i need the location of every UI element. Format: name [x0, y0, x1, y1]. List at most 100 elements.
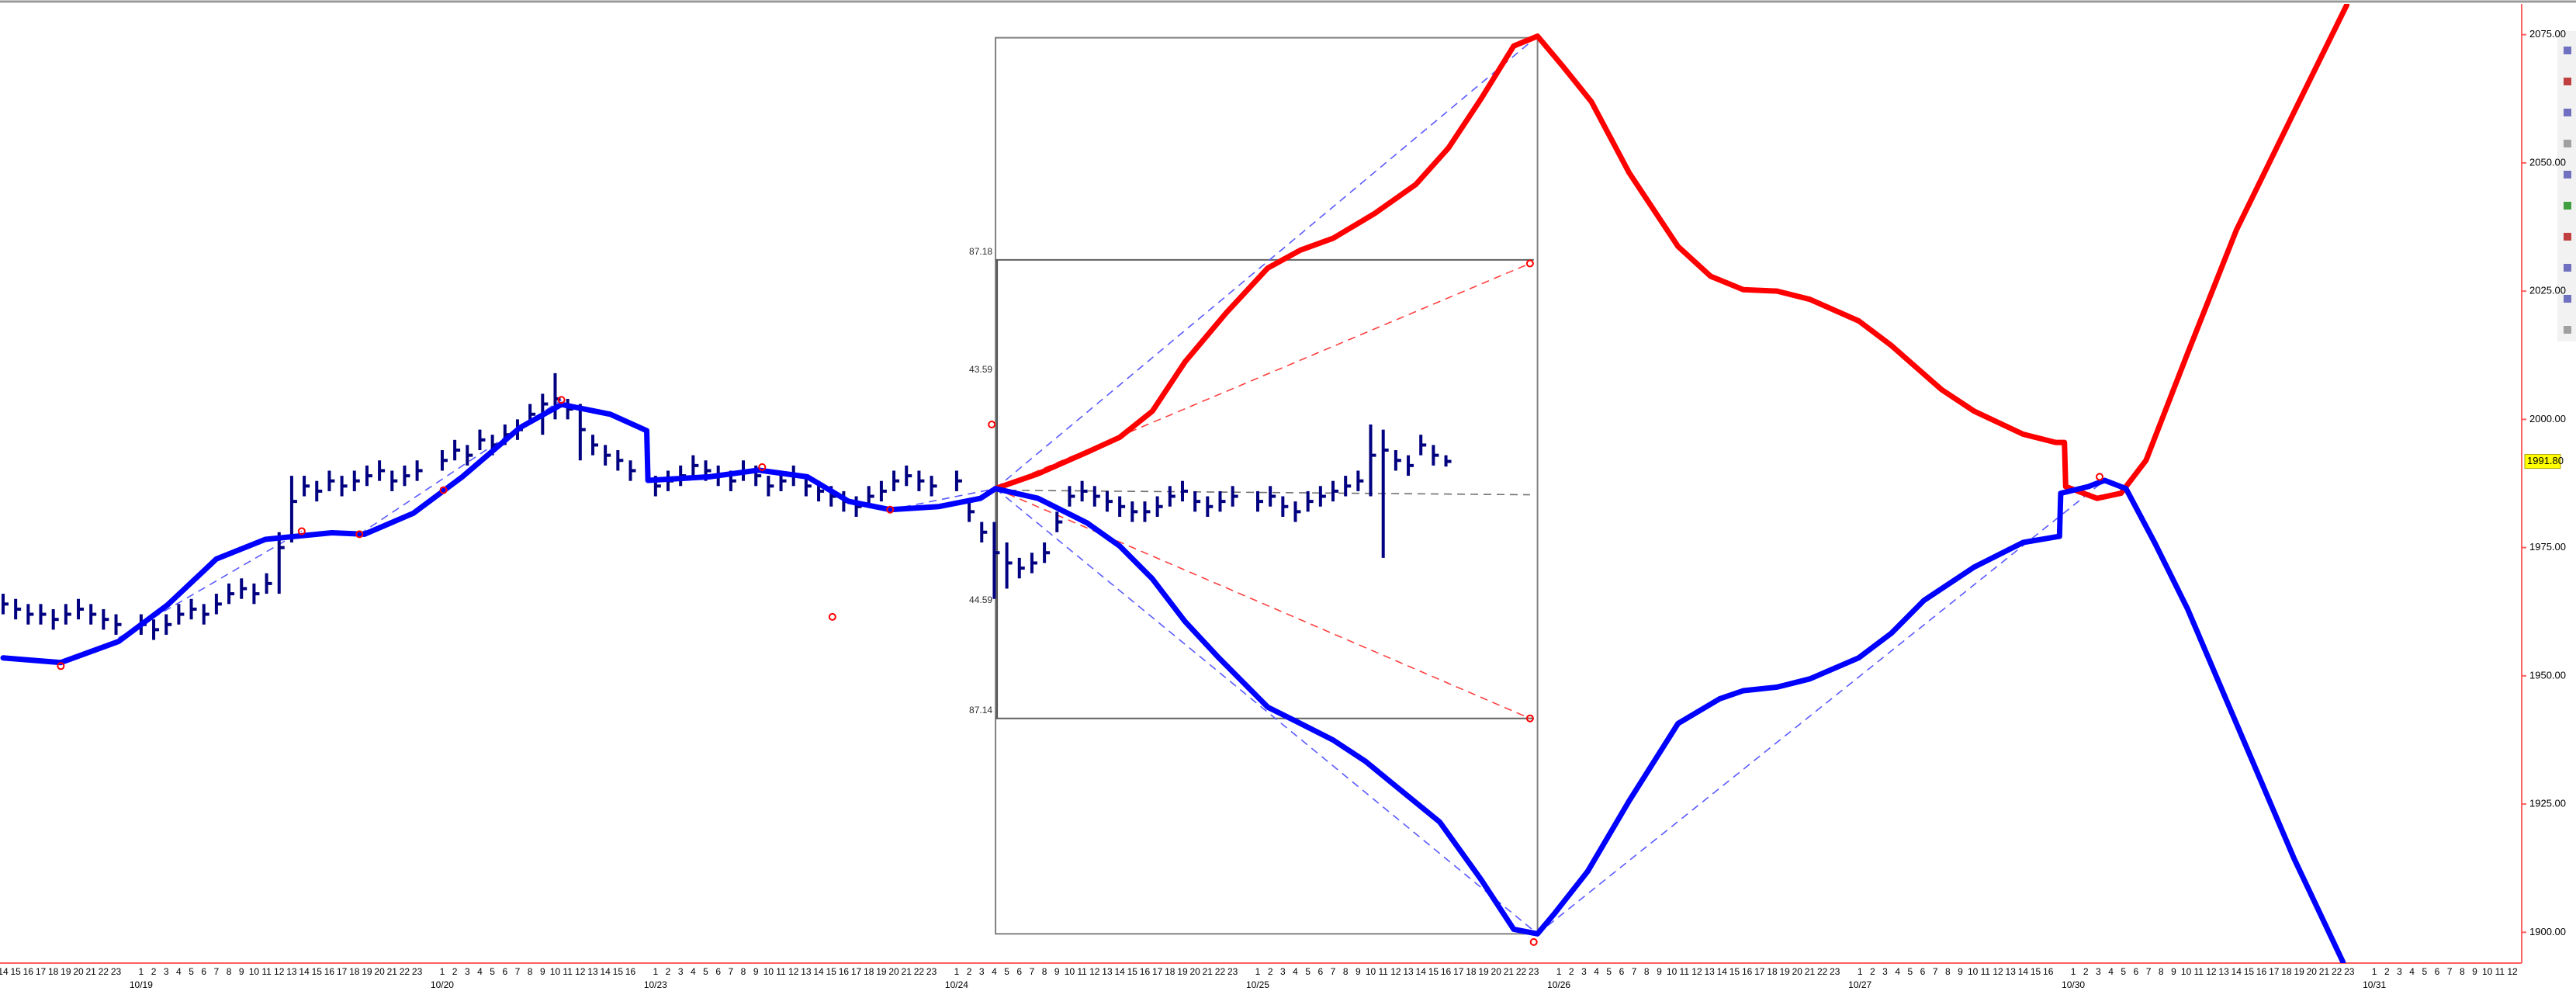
- x-tick-label: 3: [2096, 966, 2101, 977]
- x-tick-label: 9: [1054, 966, 1060, 977]
- pivot-marker: [758, 463, 767, 471]
- x-tick-label: 13: [801, 966, 812, 977]
- x-tick-label: 16: [2043, 966, 2054, 977]
- x-tick-label: 5: [490, 966, 495, 977]
- x-tick-label: 8: [1644, 966, 1650, 977]
- x-tick-label: 19: [2294, 966, 2304, 977]
- toolbar-icon[interactable]: [2564, 171, 2571, 178]
- projection-line: [0, 401, 999, 666]
- x-tick-label: 7: [2146, 966, 2152, 977]
- x-tick-label: 12: [2206, 966, 2217, 977]
- x-tick-label: 16: [23, 966, 34, 977]
- toolbar-icon[interactable]: [2564, 47, 2571, 54]
- x-tick-label: 10: [249, 966, 260, 977]
- x-tick-label: 23: [1227, 966, 1238, 977]
- x-tick-label: 12: [575, 966, 586, 977]
- x-tick-label: 1: [653, 966, 658, 977]
- x-tick-label: 14: [2231, 966, 2242, 977]
- y-tick-label: 1925.00: [2529, 798, 2566, 809]
- x-tick-label: 22: [914, 966, 925, 977]
- toolbar-icon[interactable]: [2564, 140, 2571, 147]
- x-tick-label: 16: [1140, 966, 1151, 977]
- plot-area: 87.18 87.14 43.59 44.59: [0, 4, 2350, 963]
- x-tick-label: 21: [2319, 966, 2330, 977]
- x-tick-label: 22: [99, 966, 109, 977]
- date-label: 10/26: [1547, 979, 1570, 990]
- pivot-marker: [828, 612, 836, 621]
- range-label: 43.59: [969, 364, 992, 375]
- x-tick-label: 5: [1305, 966, 1311, 977]
- x-tick-label: 3: [1882, 966, 1888, 977]
- x-tick-label: 11: [1378, 966, 1388, 977]
- x-tick-label: 21: [1504, 966, 1515, 977]
- toolbar-icon[interactable]: [2564, 233, 2571, 241]
- x-tick-label: 9: [753, 966, 759, 977]
- x-tick-label: 1: [440, 966, 445, 977]
- x-tick-label: 4: [176, 966, 182, 977]
- y-tick-label: 1975.00: [2529, 541, 2566, 553]
- x-tick-label: 19: [1478, 966, 1489, 977]
- x-tick-label: 17: [2269, 966, 2280, 977]
- x-tick-label: 16: [1441, 966, 1452, 977]
- x-tick-label: 17: [36, 966, 47, 977]
- x-tick-label: 7: [1331, 966, 1336, 977]
- x-tick-label: 4: [691, 966, 696, 977]
- toolbar-icon[interactable]: [2564, 202, 2571, 210]
- x-tick-label: 14: [299, 966, 310, 977]
- x-tick-label: 7: [1632, 966, 1637, 977]
- x-tick-label: 23: [2344, 966, 2355, 977]
- x-tick-label: 1: [2071, 966, 2076, 977]
- x-tick-label: 7: [2447, 966, 2453, 977]
- x-tick-label: 11: [2194, 966, 2204, 977]
- toolbar-icon[interactable]: [2564, 109, 2571, 116]
- x-tick-label: 3: [465, 966, 470, 977]
- x-tick-label: 14: [813, 966, 824, 977]
- pivot-marker: [57, 662, 65, 671]
- date-label: 10/27: [1848, 979, 1871, 990]
- x-tick-label: 13: [587, 966, 598, 977]
- x-tick-label: 17: [337, 966, 348, 977]
- x-tick-label: 10: [1667, 966, 1678, 977]
- x-tick-label: 3: [164, 966, 169, 977]
- y-tick-label: 2000.00: [2529, 413, 2566, 424]
- x-tick-label: 10: [1968, 966, 1979, 977]
- x-tick-label: 10: [550, 966, 561, 977]
- x-tick-label: 20: [1792, 966, 1803, 977]
- x-tick-label: 12: [274, 966, 285, 977]
- x-tick-label: 6: [715, 966, 721, 977]
- pivot-marker: [355, 530, 364, 539]
- x-tick-label: 9: [1657, 966, 1662, 977]
- x-tick-label: 15: [10, 966, 21, 977]
- x-tick-label: 1: [954, 966, 960, 977]
- x-tick-label: 21: [902, 966, 912, 977]
- x-tick-label: 3: [2397, 966, 2402, 977]
- x-tick-label: 3: [1280, 966, 1286, 977]
- pivot-marker: [297, 527, 306, 535]
- x-tick-label: 17: [851, 966, 862, 977]
- x-tick-label: 18: [48, 966, 59, 977]
- x-tick-label: 22: [400, 966, 410, 977]
- x-tick-label: 9: [540, 966, 545, 977]
- x-tick-label: 8: [227, 966, 232, 977]
- trend-line: [995, 487, 1531, 719]
- x-tick-label: 20: [888, 966, 899, 977]
- x-tick-label: 17: [1453, 966, 1464, 977]
- x-tick-label: 23: [111, 966, 122, 977]
- x-tick-label: 18: [349, 966, 360, 977]
- toolbar-icon[interactable]: [2564, 264, 2571, 272]
- x-tick-label: 9: [2472, 966, 2477, 977]
- x-tick-label: 16: [324, 966, 335, 977]
- toolbar-icon[interactable]: [2564, 78, 2571, 85]
- x-tick-label: 20: [73, 966, 84, 977]
- x-tick-label: 4: [1293, 966, 1298, 977]
- x-tick-label: 9: [1356, 966, 1361, 977]
- x-tick-label: 4: [2409, 966, 2415, 977]
- x-tick-label: 13: [1102, 966, 1113, 977]
- x-tick-label: 19: [876, 966, 887, 977]
- x-tick-label: 7: [214, 966, 220, 977]
- x-tick-label: 21: [387, 966, 398, 977]
- toolbar-icon[interactable]: [2564, 295, 2571, 303]
- x-tick-label: 6: [502, 966, 507, 977]
- toolbar-icon[interactable]: [2564, 326, 2571, 334]
- x-tick-label: 21: [1805, 966, 1816, 977]
